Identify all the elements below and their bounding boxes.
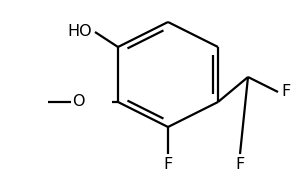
Text: F: F <box>281 85 290 100</box>
Text: F: F <box>236 157 244 172</box>
Text: HO: HO <box>68 24 92 40</box>
Text: F: F <box>164 157 172 172</box>
Text: O: O <box>72 94 84 109</box>
